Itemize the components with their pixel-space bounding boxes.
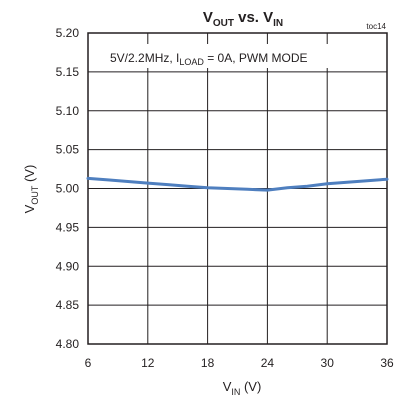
y-tick-label: 5.15 [56,65,80,79]
annotation-box [98,44,353,68]
y-tick-label: 4.85 [56,298,80,312]
y-tick-label: 5.10 [56,104,80,118]
y-tick-label: 4.90 [56,259,80,273]
y-tick-label: 4.80 [56,337,80,351]
x-tick-label: 18 [201,356,215,370]
y-tick-label: 5.05 [56,143,80,157]
plot-frame [87,32,388,345]
x-tick-label: 30 [321,356,335,370]
y-tick-label: 5.20 [56,26,80,40]
grid [88,33,387,344]
chart-title: VOUT vs. VIN [203,9,283,29]
x-axis-label: VIN (V) [223,379,262,397]
y-tick-label: 5.00 [56,182,80,196]
y-tick-labels: 5.20 5.15 5.10 5.05 5.00 4.95 4.90 4.85 4.80 [56,26,80,351]
series-line [86,176,389,192]
x-tick-label: 36 [380,356,394,370]
y-axis-label: VOUT (V) [22,165,40,214]
x-tick-labels: 6 12 18 24 30 36 [85,356,394,370]
x-tick-label: 24 [261,356,275,370]
x-tick-label: 12 [141,356,155,370]
x-tick-label: 6 [85,356,92,370]
figure-tag: toc14 [366,22,386,31]
y-tick-label: 4.95 [56,220,80,234]
annotation: 5V/2.2MHz, ILOAD = 0A, PWM MODE [110,51,308,67]
series-layer [86,176,389,192]
